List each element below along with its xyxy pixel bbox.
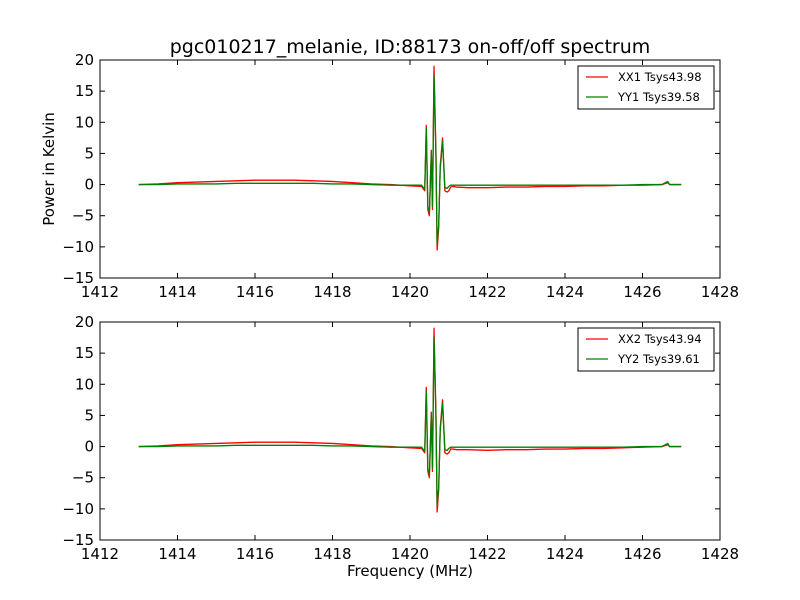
figure-title: pgc010217_melanie, ID:88173 on-off/off s… [170, 36, 651, 58]
x-tick-label: 1426 [623, 283, 661, 301]
legend-box [577, 327, 715, 372]
y-tick-label: 5 [84, 406, 94, 424]
x-tick-label: 1412 [81, 545, 119, 563]
y-tick-label: −5 [72, 469, 94, 487]
legend: XX2 Tsys43.94 YY2 Tsys39.61 [577, 327, 715, 372]
legend-label: YY2 Tsys39.61 [617, 352, 700, 366]
series-line-yy [138, 336, 682, 507]
legend: XX1 Tsys43.98 YY1 Tsys39.58 [577, 65, 715, 110]
y-tick-label: 5 [84, 144, 94, 162]
x-tick-label: 1424 [546, 283, 584, 301]
y-tick-label: 10 [75, 113, 94, 131]
y-tick-label: −10 [62, 500, 94, 518]
bottom-panel: 1412 1414 1416 1418 1420 1422 1424 1426 1428 −15 −… [62, 313, 739, 563]
x-tick-label: 1428 [701, 545, 739, 563]
legend-label: XX2 Tsys43.94 [618, 332, 702, 346]
y-axis-label: Power in Kelvin [40, 112, 58, 226]
x-axis-label: Frequency (MHz) [347, 562, 473, 580]
x-tick-label: 1424 [546, 545, 584, 563]
x-tick-label: 1414 [158, 545, 196, 563]
x-tick-label: 1412 [81, 283, 119, 301]
y-tick-label: 0 [84, 438, 94, 456]
y-tick-label: 20 [75, 51, 94, 69]
y-tick-label: 10 [75, 375, 94, 393]
x-tick-label: 1420 [391, 283, 429, 301]
y-tick-label: −15 [62, 531, 94, 549]
x-tick-label: 1422 [468, 283, 506, 301]
x-tick-label: 1416 [236, 283, 274, 301]
x-tick-label: 1416 [236, 545, 274, 563]
x-tick-label: 1426 [623, 545, 661, 563]
top-panel: 1412 1414 1416 1418 1420 1422 1424 1426 1428 −15 −… [62, 51, 739, 301]
y-tick-label: 20 [75, 313, 94, 331]
x-tick-label: 1428 [701, 283, 739, 301]
x-tick-label: 1422 [468, 545, 506, 563]
x-tick-label: 1420 [391, 545, 429, 563]
series-line-yy [138, 74, 682, 245]
y-tick-label: −10 [62, 238, 94, 256]
y-tick-label: 15 [75, 82, 94, 100]
legend-label: YY1 Tsys39.58 [617, 90, 700, 104]
y-tick-label: 0 [84, 176, 94, 194]
x-tick-label: 1418 [313, 283, 351, 301]
legend-label: XX1 Tsys43.98 [618, 70, 702, 84]
x-tick-label: 1418 [313, 545, 351, 563]
y-tick-label: −5 [72, 207, 94, 225]
y-tick-label: 15 [75, 344, 94, 362]
x-tick-label: 1414 [158, 283, 196, 301]
y-tick-label: −15 [62, 269, 94, 287]
legend-box [577, 65, 715, 110]
